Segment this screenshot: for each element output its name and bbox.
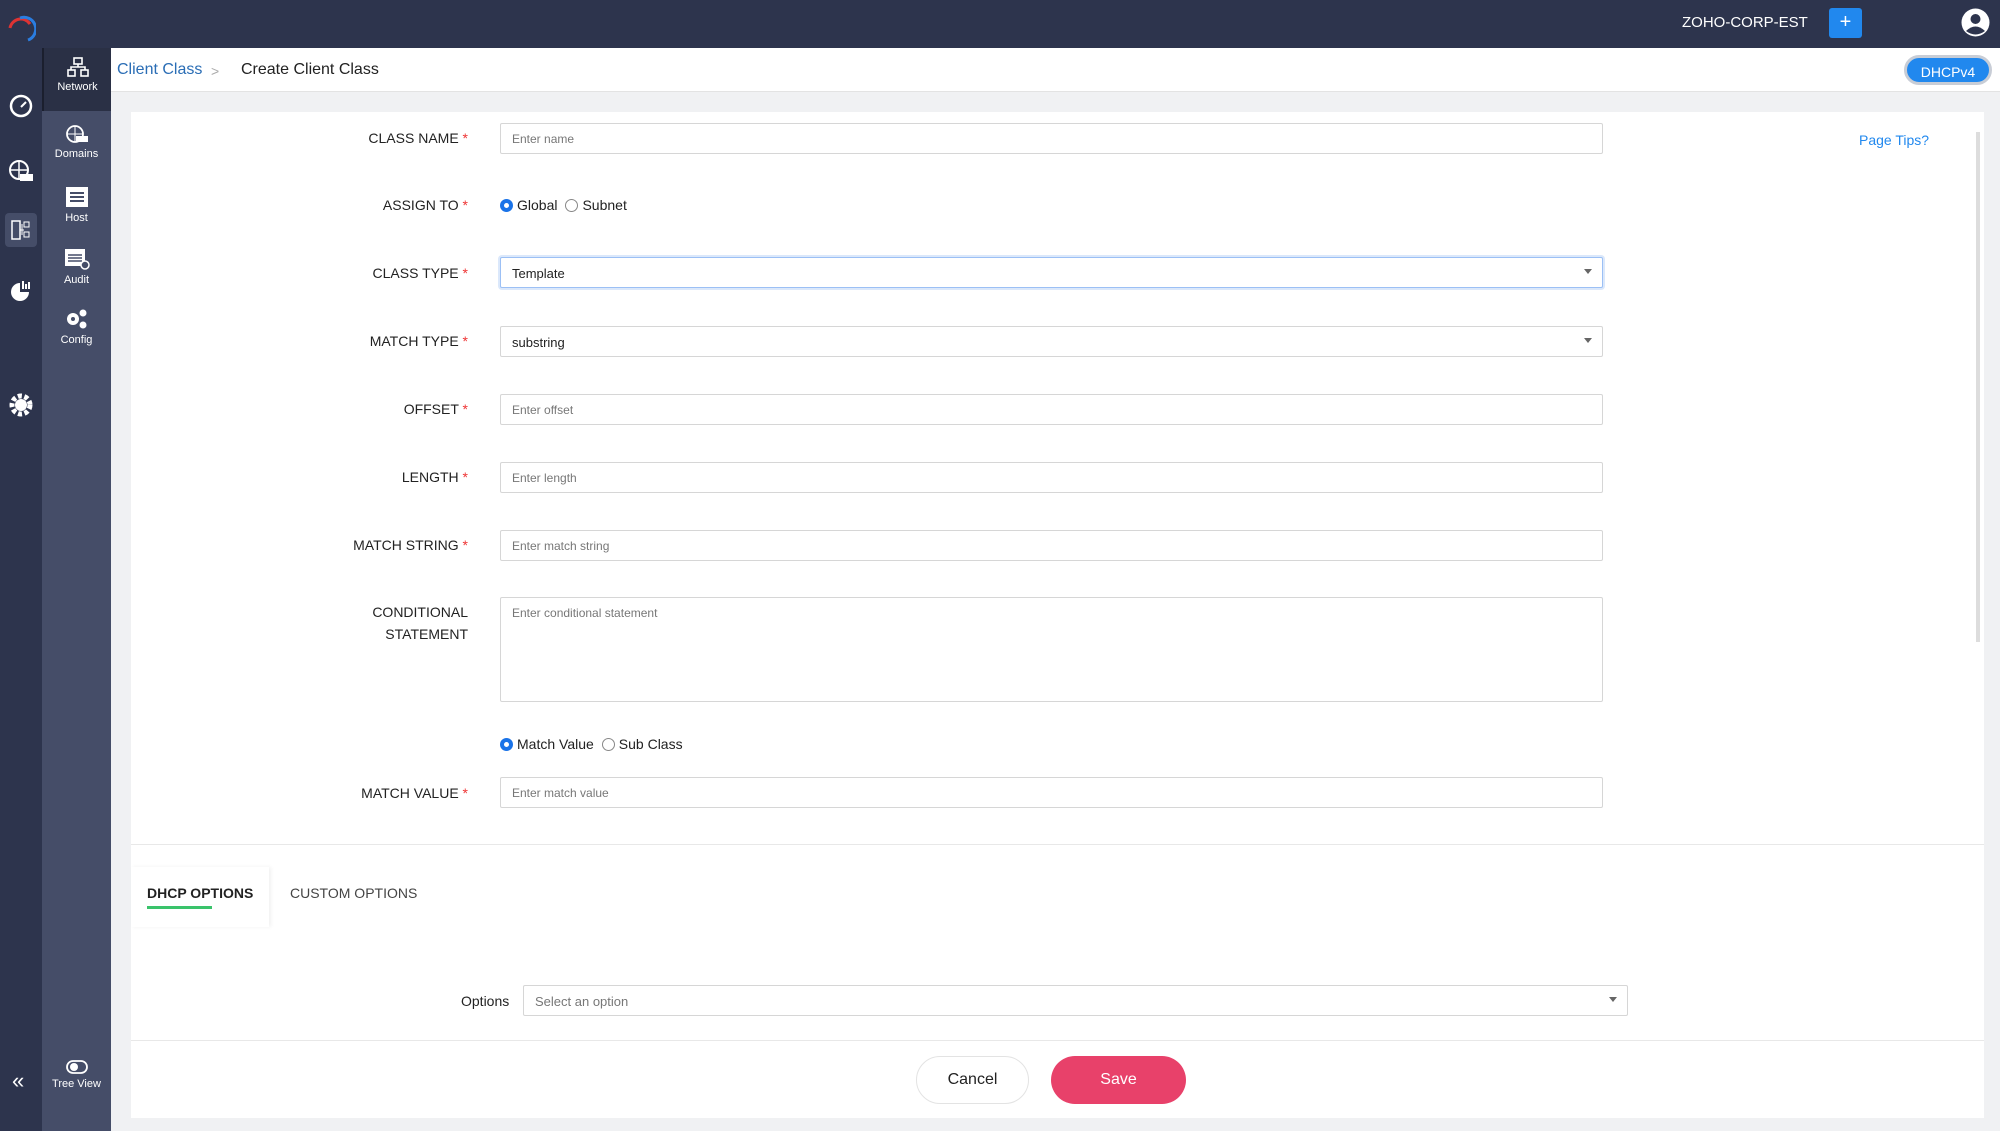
conditional-statement-textarea[interactable]: Enter conditional statement	[500, 597, 1603, 702]
cancel-button[interactable]: Cancel	[916, 1056, 1029, 1104]
icon-rail: «	[0, 48, 42, 1131]
sidebar-item-host[interactable]: Host	[42, 186, 111, 224]
footer-divider	[131, 1040, 1984, 1041]
subnet-radio[interactable]	[565, 198, 579, 212]
add-button[interactable]: +	[1829, 8, 1862, 38]
collapse-sidebar-button[interactable]: «	[12, 1068, 25, 1093]
options-label: Options	[461, 993, 510, 1009]
dns-globe-icon[interactable]	[8, 158, 34, 184]
page-title: Create Client Class	[241, 61, 379, 78]
network-icon	[66, 57, 89, 77]
user-avatar-icon[interactable]	[1961, 8, 1990, 37]
match-mode-radio-group: Match Value Sub Class	[500, 736, 683, 752]
sidebar-item-audit[interactable]: Audit	[42, 248, 111, 286]
subnet-radio-label[interactable]: Subnet	[582, 197, 627, 213]
host-icon	[65, 187, 88, 207]
audit-icon	[64, 249, 90, 270]
page-tips-link[interactable]: Page Tips?	[1859, 132, 1930, 148]
match-value-input[interactable]: Enter match value	[500, 777, 1603, 808]
class-name-input[interactable]: Enter name	[500, 123, 1603, 154]
class-name-label: CLASS NAME *	[368, 130, 468, 146]
class-type-label: CLASS TYPE *	[372, 265, 468, 281]
conditional-statement-label: CONDITIONAL STATEMENT	[372, 604, 468, 642]
sidebar-item-label: Audit	[63, 274, 90, 286]
match-string-input[interactable]: Enter match string	[500, 530, 1603, 561]
chevron-down-icon	[1584, 269, 1592, 274]
breadcrumb-client-class[interactable]: Client Class	[117, 61, 203, 78]
protocol-badge[interactable]: DHCPv4	[1904, 55, 1992, 85]
sidebar-item-label: Domains	[54, 148, 99, 160]
assign-to-radio-group: Global Subnet	[500, 197, 627, 213]
sidebar: Network Domains Host Audit Config Tree V…	[42, 48, 111, 1131]
top-bar: ZOHO-CORP-EST +	[0, 0, 2000, 48]
match-value-label: MATCH VALUE *	[361, 785, 468, 801]
match-value-radio-label[interactable]: Match Value	[517, 736, 594, 752]
tab-label: DHCP OPTIONS	[147, 885, 254, 901]
reports-icon[interactable]	[8, 278, 34, 304]
tree-view-label: Tree View	[52, 1078, 101, 1090]
org-name[interactable]: ZOHO-CORP-EST	[1682, 14, 1808, 31]
sub-class-radio[interactable]	[601, 737, 615, 751]
chevron-down-icon	[1584, 338, 1592, 343]
tab-dhcp-options[interactable]: DHCP OPTIONS	[131, 867, 269, 927]
class-type-select[interactable]: Template	[500, 257, 1603, 288]
breadcrumb-separator: >	[211, 63, 220, 79]
dhcp-icon	[11, 220, 30, 240]
tab-custom-options[interactable]: CUSTOM OPTIONS	[290, 885, 418, 901]
options-select[interactable]: Select an option	[523, 985, 1628, 1016]
length-label: LENGTH *	[401, 469, 468, 485]
config-icon	[66, 309, 86, 329]
length-input[interactable]: Enter length	[500, 462, 1603, 493]
assign-to-label: ASSIGN TO *	[382, 197, 468, 213]
form-card: Page Tips? CLASS NAME * Enter name ASSIG…	[131, 112, 1984, 1118]
offset-label: OFFSET *	[403, 401, 468, 417]
sidebar-item-label: Host	[65, 212, 88, 224]
sub-class-radio-label[interactable]: Sub Class	[618, 736, 683, 752]
match-type-label: MATCH TYPE *	[369, 333, 468, 349]
tree-view-button[interactable]: Tree View	[42, 1060, 111, 1090]
sidebar-item-label: Config	[60, 334, 93, 346]
match-type-select[interactable]: substring	[500, 326, 1603, 357]
chevron-down-icon	[1609, 997, 1617, 1002]
global-radio[interactable]	[500, 198, 513, 212]
scrollbar[interactable]	[1976, 132, 1980, 642]
divider	[131, 844, 1984, 845]
match-string-label: MATCH STRING *	[353, 537, 468, 553]
app-logo-icon[interactable]	[6, 14, 36, 44]
offset-input[interactable]: Enter offset	[500, 394, 1603, 425]
sidebar-item-domains[interactable]: Domains	[42, 124, 111, 160]
sidebar-item-config[interactable]: Config	[42, 308, 111, 346]
dhcp-nav-active[interactable]	[5, 213, 37, 247]
match-value-radio[interactable]	[500, 737, 513, 751]
tree-view-toggle-icon	[65, 1060, 88, 1074]
save-button[interactable]: Save	[1051, 1056, 1186, 1104]
domains-icon	[65, 125, 88, 143]
settings-icon[interactable]	[8, 392, 34, 418]
dashboard-icon[interactable]	[8, 92, 34, 118]
breadcrumb: Client Class > Create Client Class DHCPv…	[111, 48, 2000, 92]
active-tab-indicator	[147, 906, 212, 909]
sidebar-item-label: Network	[57, 81, 98, 93]
sidebar-item-network[interactable]: Network	[42, 48, 111, 111]
global-radio-label[interactable]: Global	[517, 197, 558, 213]
